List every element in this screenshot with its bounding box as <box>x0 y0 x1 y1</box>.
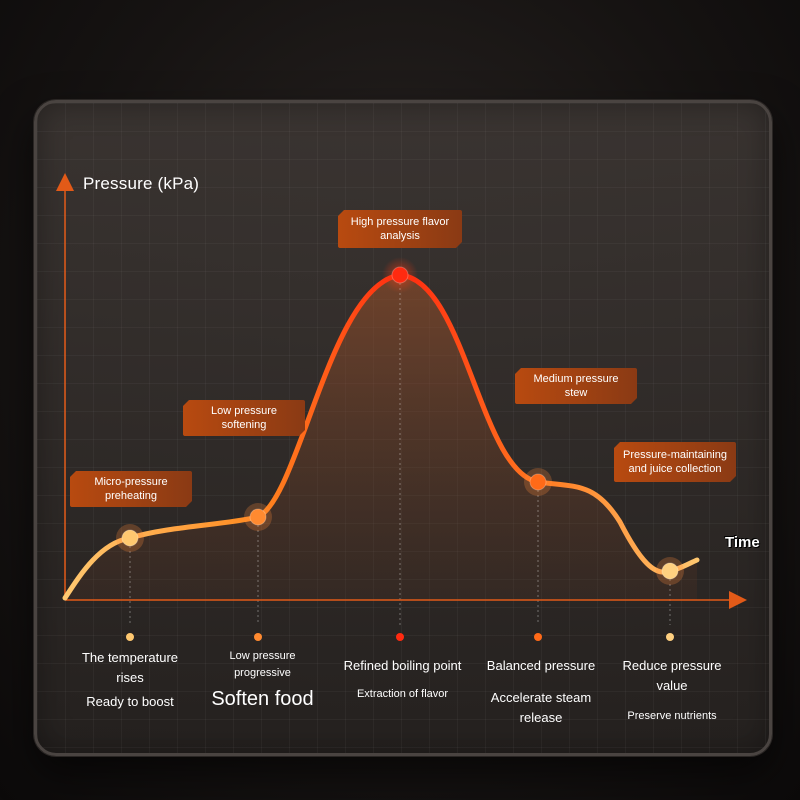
stage-1-subtitle: Ready to boost <box>86 694 174 709</box>
callout-low-pressure: Low pressure softening <box>183 400 305 436</box>
data-point <box>249 508 267 526</box>
stage-dot <box>254 633 262 641</box>
stage-5-title: Reduce pressure value <box>622 658 722 693</box>
data-point <box>121 529 139 547</box>
stage-3-subtitle: Extraction of flavor <box>356 688 449 700</box>
stage-dots <box>126 633 674 641</box>
callout-high-pressure: High pressure flavor analysis <box>338 210 462 248</box>
stage-4-subtitle: Accelerate steam release <box>490 690 592 725</box>
callout-medium-pressure: Medium pressure stew <box>515 368 637 404</box>
stage-dot <box>534 633 542 641</box>
callout-pressure-maintaining: Pressure-maintaining and juice collectio… <box>614 442 736 482</box>
guide-lines <box>129 283 671 625</box>
stage-dot <box>126 633 134 641</box>
data-points <box>116 257 684 585</box>
pressure-curve <box>62 272 700 601</box>
stage-2: Low pressure progressive Soften food <box>205 648 320 712</box>
stage-dot <box>666 633 674 641</box>
stage-3-title: Refined boiling point <box>343 658 462 673</box>
stage-5: Reduce pressure value Preserve nutrients <box>606 656 738 725</box>
data-point <box>661 562 679 580</box>
stage-2-title: Low pressure progressive <box>229 650 296 679</box>
stage-1-title: The temperature rises <box>81 650 179 685</box>
callout-micro-pressure: Micro-pressure preheating <box>70 471 192 507</box>
y-axis-label: Pressure (kPa) <box>83 174 200 193</box>
data-point <box>529 473 547 491</box>
stage-4-title: Balanced pressure <box>486 658 596 673</box>
area-under-curve <box>65 275 697 600</box>
stage-4: Balanced pressure Accelerate steam relea… <box>470 656 612 728</box>
stage-3: Refined boiling point Extraction of flav… <box>335 656 470 703</box>
data-point <box>391 266 409 284</box>
x-axis-label: Time <box>725 534 760 551</box>
stage-2-subtitle: Soften food <box>211 688 314 710</box>
stage-5-subtitle: Preserve nutrients <box>627 710 717 722</box>
stage-dot <box>396 633 404 641</box>
stage-1: The temperature rises Ready to boost <box>70 648 190 712</box>
